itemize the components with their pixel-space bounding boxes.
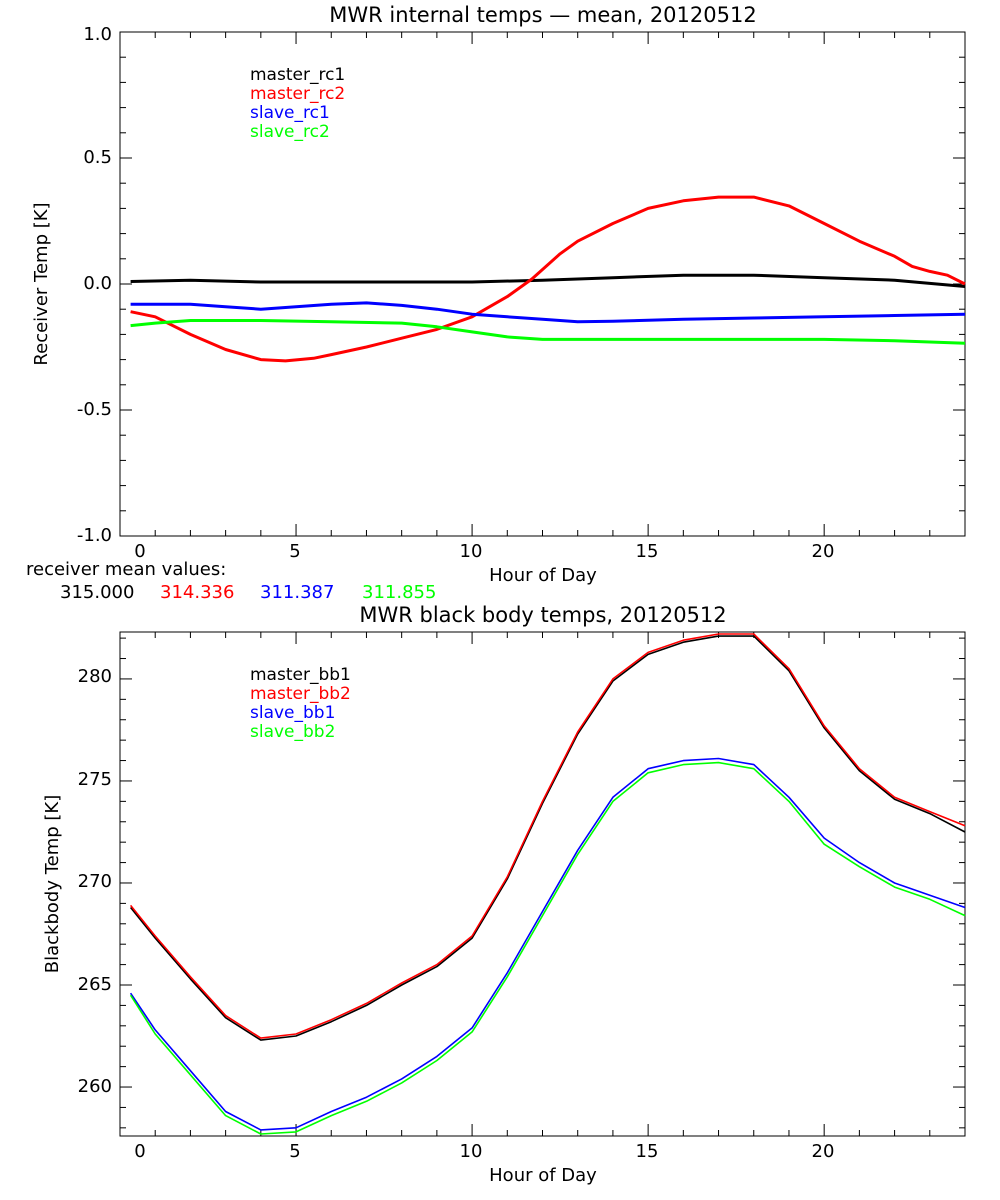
axis-ticks: [119, 31, 966, 537]
chart-title: MWR internal temps — mean, 20120512: [329, 3, 756, 27]
x-tick-label: 15: [636, 1141, 659, 1162]
series-line-slave_bb1: [129, 757, 966, 1131]
x-tick-label: 15: [636, 541, 659, 562]
y-tick-label: 1.0: [83, 24, 112, 45]
legend-entry: master_rc2: [250, 84, 345, 104]
series-line-slave_rc2: [130, 319, 966, 345]
receiver-means: receiver mean values: 315.000 314.336 31…: [26, 559, 436, 603]
axis-ticks: [119, 632, 966, 1136]
blackbody-temp-chart: MWR black body temps, 20120512 0 5 10 15…: [42, 603, 966, 1186]
chart-title: MWR black body temps, 20120512: [359, 603, 726, 627]
legend-entry: slave_rc1: [250, 103, 330, 123]
x-axis-label: Hour of Day: [489, 565, 597, 586]
legend-entry: slave_rc2: [250, 122, 330, 142]
x-tick-label: 0: [134, 541, 145, 562]
receiver-mean-value: 314.336: [160, 582, 234, 603]
series-line-master_bb1: [129, 635, 966, 1041]
legend-entry: slave_bb1: [250, 703, 335, 723]
y-tick-label: 260: [78, 1076, 112, 1097]
y-tick-label: -0.5: [77, 399, 112, 420]
x-axis-label: Hour of Day: [489, 1165, 597, 1186]
series-line-master_rc1: [130, 273, 966, 288]
legend-entry: master_bb2: [250, 684, 351, 704]
x-tick-label: 0: [134, 1141, 145, 1162]
legend-entry: slave_bb2: [250, 722, 335, 742]
legend-entry: master_bb1: [250, 665, 351, 685]
series-line-master_bb2: [129, 633, 966, 1039]
series-lines: [130, 195, 966, 363]
series-line-slave_bb2: [129, 761, 966, 1135]
receiver-mean-value: 311.387: [260, 582, 334, 603]
y-tick-label: 0.0: [83, 273, 112, 294]
y-tick-label: 265: [78, 974, 112, 995]
series-lines: [129, 633, 966, 1135]
x-tick-label: 5: [289, 1141, 300, 1162]
plot-frame: [119, 631, 966, 1137]
x-tick-label: 10: [460, 1141, 483, 1162]
y-tick-label: 280: [78, 666, 112, 687]
receiver-mean-value: 311.855: [362, 582, 436, 603]
series-line-master_rc2: [130, 195, 966, 363]
x-tick-label: 10: [460, 541, 483, 562]
receiver-mean-value: 315.000: [60, 582, 134, 603]
y-tick-label: -1.0: [77, 525, 112, 546]
y-axis-label: Blackbody Temp [K]: [42, 795, 63, 973]
receiver-temp-chart: MWR internal temps — mean, 20120512 0 5 …: [31, 3, 966, 586]
x-tick-label: 5: [289, 541, 300, 562]
series-line-slave_rc1: [130, 301, 966, 324]
y-tick-label: 270: [78, 871, 112, 892]
y-axis-label: Receiver Temp [K]: [31, 202, 52, 365]
legend-entry: master_rc1: [250, 65, 345, 85]
y-tick-label: 275: [78, 769, 112, 790]
x-tick-label: 20: [812, 1141, 835, 1162]
receiver-means-label: receiver mean values:: [26, 559, 226, 580]
y-tick-label: 0.5: [83, 147, 112, 168]
x-tick-label: 20: [812, 541, 835, 562]
plot-frame: [119, 31, 966, 537]
